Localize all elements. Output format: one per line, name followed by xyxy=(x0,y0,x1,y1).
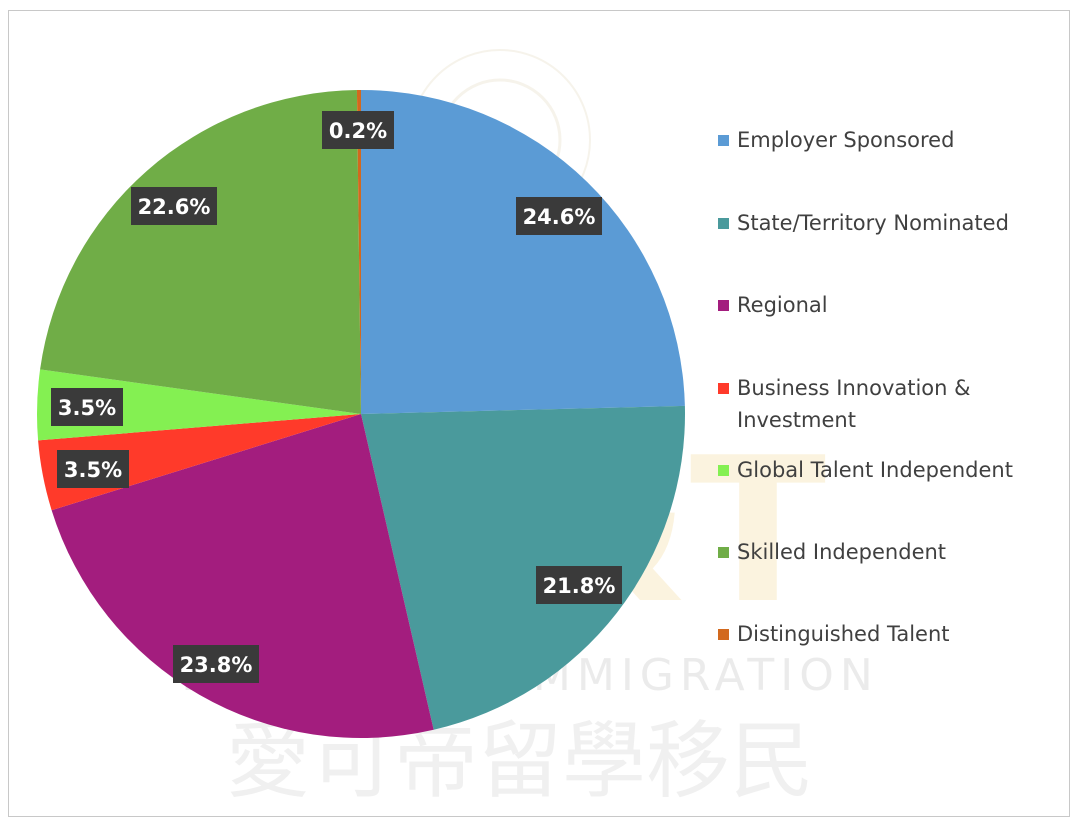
legend-item: Global Talent Independent xyxy=(718,454,1037,486)
legend-item: Business Innovation & Investment xyxy=(718,372,1037,436)
slice-percent-text: 22.6% xyxy=(138,195,211,219)
pie-slice xyxy=(356,90,361,414)
legend-label: Skilled Independent xyxy=(737,540,947,564)
slice-data-label: 21.8% xyxy=(536,566,622,604)
legend-swatch xyxy=(718,547,729,558)
legend-label: Distinguished Talent xyxy=(737,622,950,646)
legend-swatch xyxy=(718,629,729,640)
legend-swatch xyxy=(718,218,729,229)
slice-percent-text: 21.8% xyxy=(543,574,616,598)
slice-percent-text: 3.5% xyxy=(64,458,122,482)
slice-data-label: 22.6% xyxy=(131,187,217,225)
legend-label: Global Talent Independent xyxy=(737,458,1013,482)
slice-data-label: 0.2% xyxy=(322,111,394,149)
legend-item: Regional xyxy=(718,289,1037,321)
legend-swatch xyxy=(718,383,729,394)
pie-slice xyxy=(361,405,686,730)
slice-data-label: 3.5% xyxy=(57,450,129,488)
legend-label: Employer Sponsored xyxy=(737,128,955,152)
pie-slice xyxy=(361,90,685,414)
legend-item: Employer Sponsored xyxy=(718,124,1037,156)
slice-percent-text: 0.2% xyxy=(329,119,387,143)
slice-data-label: 23.8% xyxy=(173,645,259,683)
slice-percent-text: 24.6% xyxy=(523,205,596,229)
legend-label: Business Innovation & Investment xyxy=(737,376,971,432)
slice-percent-text: 23.8% xyxy=(180,653,253,677)
legend-item: Distinguished Talent xyxy=(718,618,1037,650)
slice-percent-text: 3.5% xyxy=(58,396,116,420)
legend-swatch xyxy=(718,300,729,311)
legend-swatch xyxy=(718,135,729,146)
pie-slice xyxy=(40,90,361,415)
pie-slice xyxy=(51,414,434,738)
slice-data-label: 24.6% xyxy=(516,197,602,235)
legend-swatch xyxy=(718,465,729,476)
legend-item: State/Territory Nominated xyxy=(718,207,1037,239)
legend-label: State/Territory Nominated xyxy=(737,211,1009,235)
legend-label: Regional xyxy=(737,293,828,317)
legend-item: Skilled Independent xyxy=(718,536,1037,568)
slice-data-label: 3.5% xyxy=(51,388,123,426)
